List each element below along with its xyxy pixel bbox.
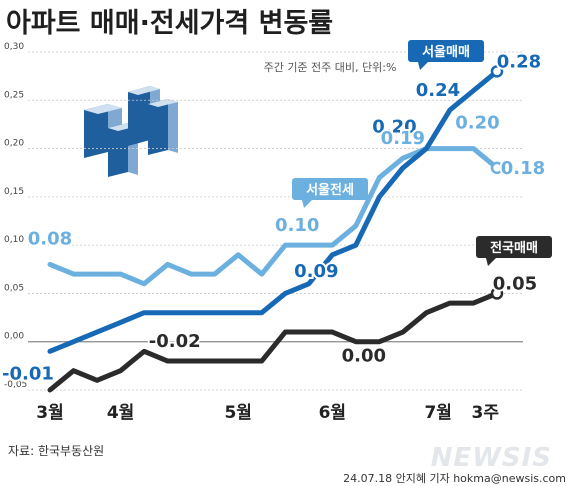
series-tag-pointer	[418, 62, 428, 70]
data-label: 0.28	[497, 51, 541, 72]
series-tag-box	[476, 236, 552, 258]
y-tick-label: 0,00	[4, 332, 24, 342]
data-label: 0.08	[28, 228, 72, 249]
x-tick-label: 3주	[472, 403, 500, 423]
source-note: 자료: 한국부동산원	[8, 444, 104, 458]
series-line	[47, 68, 500, 354]
y-tick-label: 0,30	[4, 42, 24, 52]
data-label: 0.00	[342, 346, 386, 367]
x-tick-label: 4월	[107, 403, 134, 423]
chart-title: 아파트 매매·전세가격 변동률	[6, 8, 333, 39]
data-label: -0.02	[149, 331, 201, 352]
newsis-logo: NEWSIS	[431, 443, 552, 473]
data-label: 0.19	[381, 128, 425, 149]
y-tick-label: 0,15	[4, 187, 24, 197]
data-label: 0.05	[493, 273, 537, 294]
data-label: 0.20	[455, 113, 499, 134]
series-name-tag: 전국매매	[476, 236, 552, 266]
data-label: 0.09	[294, 261, 338, 282]
x-tick-label: 3월	[36, 403, 63, 423]
data-label: -0.01	[2, 363, 54, 384]
series-line	[47, 290, 500, 393]
x-tick-label: 7월	[424, 403, 451, 423]
y-tick-label: -0,05	[4, 380, 27, 390]
series-tag-label: 서울전세	[306, 182, 354, 198]
credit-line: 24.07.18 안지혜 기자 hokma@newsis.com	[343, 472, 566, 485]
y-tick-label: 0,25	[4, 90, 24, 100]
series-tag-box	[292, 178, 368, 200]
series-tag-pointer	[486, 258, 496, 266]
series-tag-label: 서울매매	[422, 44, 470, 60]
series-tag-pointer	[302, 200, 312, 208]
series-name-tag: 서울전세	[292, 178, 368, 208]
end-point-marker	[490, 287, 504, 300]
series-name-tag: 서울매매	[408, 40, 484, 70]
end-point-marker	[490, 65, 504, 78]
chart-subtitle: 주간 기준 전주 대비, 단위:%	[264, 61, 397, 74]
y-tick-label: 0,05	[4, 283, 24, 293]
data-label: 0.20	[372, 117, 416, 138]
data-label: 0.24	[416, 80, 460, 101]
y-tick-label: 0,20	[4, 139, 24, 149]
data-label: 0.10	[275, 215, 319, 236]
y-tick-label: 0,10	[4, 235, 24, 245]
series-tag-label: 전국매매	[490, 240, 538, 256]
x-tick-label: 6월	[319, 403, 346, 423]
apartment-building-icon	[84, 86, 178, 177]
x-tick-label: 5월	[224, 403, 251, 423]
series-tag-box	[408, 40, 484, 62]
data-label: 0.18	[501, 158, 545, 179]
end-point-marker	[490, 161, 504, 175]
